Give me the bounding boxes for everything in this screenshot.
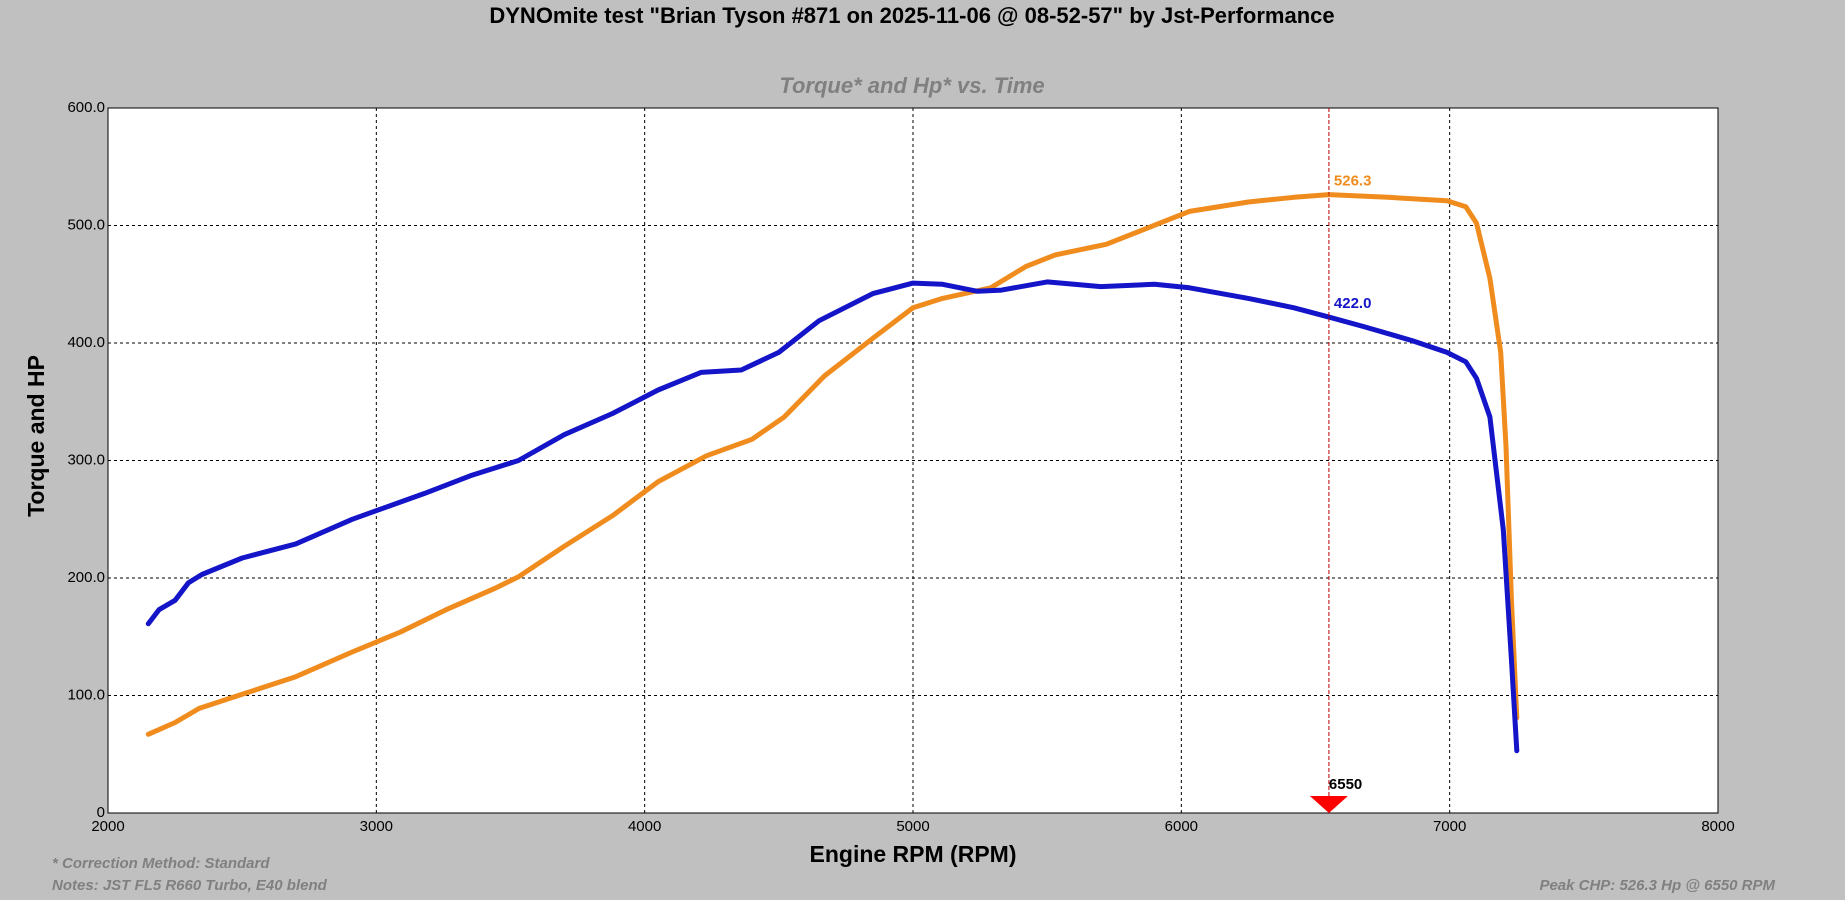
series-line xyxy=(145,279,1520,754)
x-tick-label: 4000 xyxy=(628,818,661,835)
peak-note: Peak CHP: 526.3 Hp @ 6550 RPM xyxy=(1539,877,1775,894)
x-tick-label: 5000 xyxy=(896,818,929,835)
y-tick-label: 600.0 xyxy=(67,99,105,116)
footnote: Notes: JST FL5 R660 Turbo, E40 blend xyxy=(52,877,328,894)
y-tick-label: 400.0 xyxy=(67,334,105,351)
cursor-value-label: 526.3 xyxy=(1334,173,1372,190)
cursor-point xyxy=(1328,316,1330,318)
cursor-value-label: 422.0 xyxy=(1334,295,1372,312)
x-tick-label: 3000 xyxy=(360,818,393,835)
y-tick-label: 500.0 xyxy=(67,216,105,233)
cursor-point xyxy=(1328,194,1330,196)
y-axis-label: Torque and HP xyxy=(23,355,49,517)
series-line xyxy=(145,192,1520,737)
x-tick-label: 6000 xyxy=(1165,818,1198,835)
x-tick-label: 7000 xyxy=(1433,818,1466,835)
y-tick-label: 300.0 xyxy=(67,451,105,468)
y-tick-label: 100.0 xyxy=(67,686,105,703)
chart-subtitle: Torque* and Hp* vs. Time xyxy=(779,73,1044,98)
x-axis-label: Engine RPM (RPM) xyxy=(810,841,1017,867)
x-tick-label: 8000 xyxy=(1701,818,1734,835)
footnote: * Correction Method: Standard xyxy=(52,855,270,872)
x-tick-label: 2000 xyxy=(91,818,124,835)
y-tick-label: 0 xyxy=(97,804,105,821)
y-tick-label: 200.0 xyxy=(67,569,105,586)
cursor-label: 6550 xyxy=(1329,776,1362,793)
cursor-marker xyxy=(1309,796,1348,813)
chart-title: DYNOmite test "Brian Tyson #871 on 2025-… xyxy=(489,3,1334,28)
